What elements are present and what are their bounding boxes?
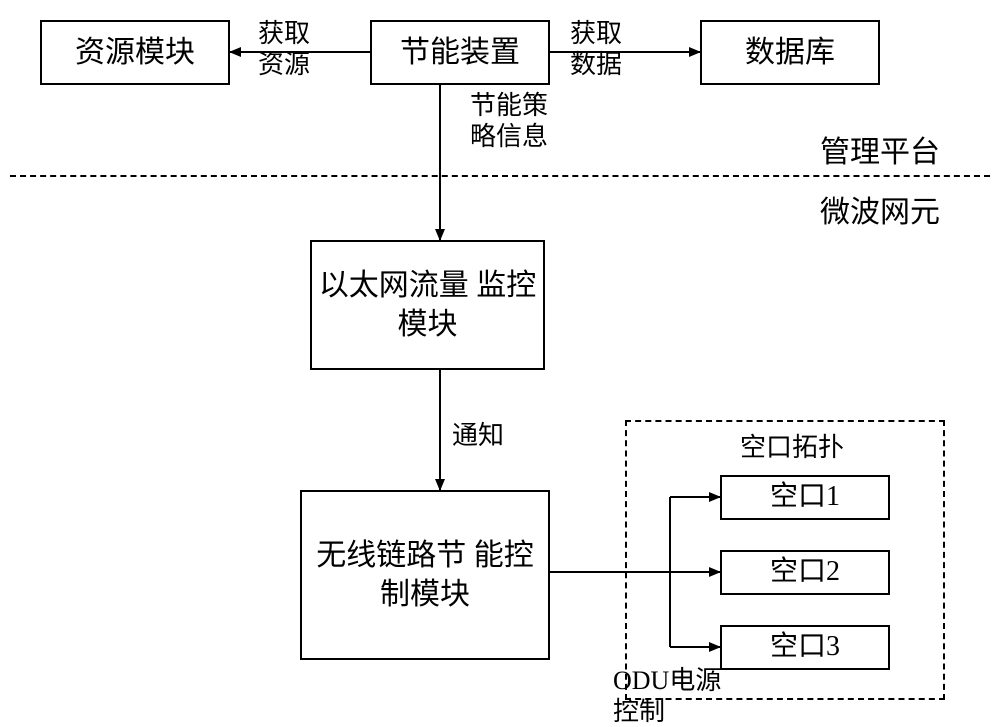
microwave-element-label: 微波网元 (820, 195, 940, 231)
database-label: 数据库 (745, 33, 835, 72)
diagram-canvas: 资源模块 节能装置 数据库 以太网流量 监控模块 无线链路节 能控制模块 空口1… (0, 0, 1000, 725)
air-interface-1-box: 空口1 (720, 475, 890, 520)
air-interface-3-label: 空口3 (770, 629, 840, 665)
air-interface-2-box: 空口2 (720, 550, 890, 595)
get-data-label: 获取 数据 (570, 18, 622, 80)
air-topology-title: 空口拓扑 (740, 432, 844, 463)
energy-saver-box: 节能装置 (370, 20, 550, 85)
resource-module-label: 资源模块 (75, 33, 195, 72)
air-interface-3-box: 空口3 (720, 625, 890, 670)
ethernet-monitor-box: 以太网流量 监控模块 (310, 240, 545, 370)
odu-control-label: ODU电源 控制 (613, 665, 721, 727)
air-interface-1-label: 空口1 (770, 479, 840, 515)
energy-saver-label: 节能装置 (400, 33, 520, 72)
section-divider (10, 175, 990, 177)
management-platform-label: 管理平台 (820, 135, 940, 171)
policy-info-label: 节能策 略信息 (470, 90, 548, 152)
air-interface-2-label: 空口2 (770, 554, 840, 590)
get-resource-label: 获取 资源 (258, 18, 310, 80)
wireless-link-controller-box: 无线链路节 能控制模块 (300, 490, 550, 660)
ethernet-monitor-label: 以太网流量 监控模块 (312, 266, 543, 344)
resource-module-box: 资源模块 (40, 20, 230, 85)
notify-label: 通知 (452, 420, 504, 451)
wireless-link-controller-label: 无线链路节 能控制模块 (302, 536, 548, 614)
database-box: 数据库 (700, 20, 880, 85)
